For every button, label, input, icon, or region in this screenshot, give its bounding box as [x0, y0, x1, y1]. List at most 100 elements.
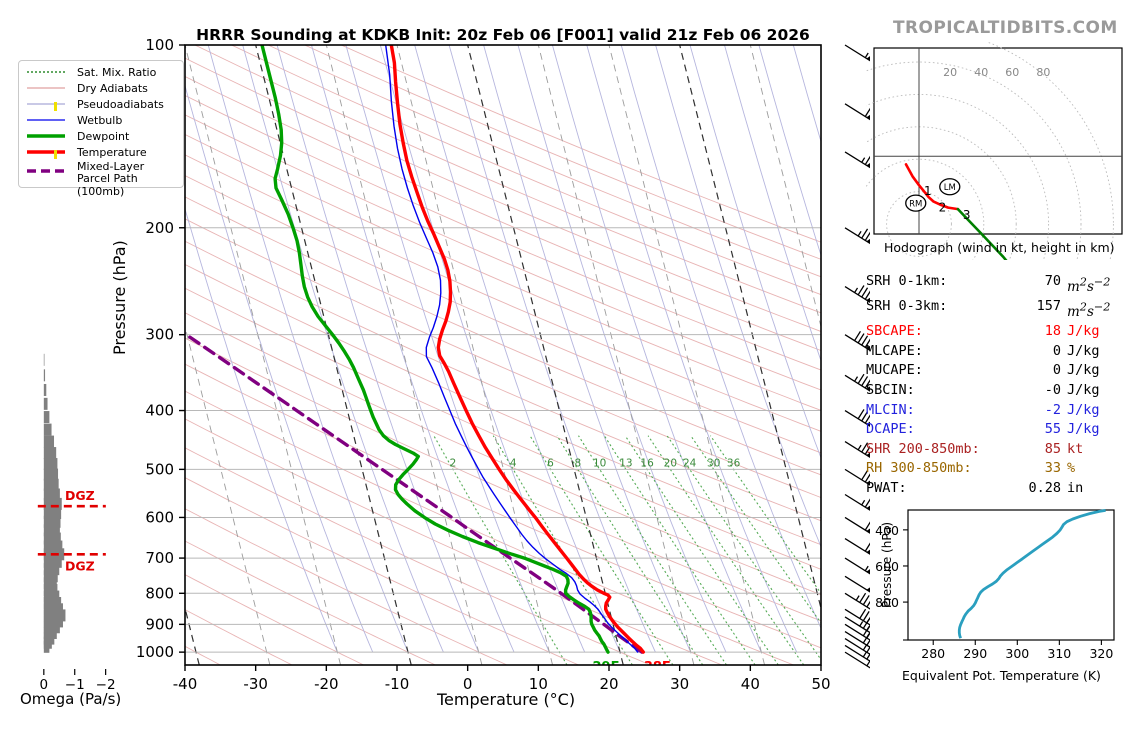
svg-text:6: 6 — [547, 457, 554, 469]
omega-panel: DGZ DGZ 0 −1 −2 — [37, 353, 116, 693]
svg-text:24: 24 — [683, 457, 697, 469]
param-unit: J/kg — [1066, 342, 1100, 359]
svg-text:40: 40 — [974, 66, 988, 79]
skewt-y-axis-label: Pressure (hPa) — [110, 240, 129, 355]
svg-text:0: 0 — [40, 677, 49, 693]
svg-text:29F: 29F — [593, 660, 620, 675]
param-row: SBCAPE: 18 J/kg — [866, 322, 1128, 342]
chart-title: HRRR Sounding at KDKB Init: 20z Feb 06 [… — [196, 26, 810, 44]
param-value: 70 — [1044, 273, 1061, 289]
param-value: 0.28 — [1028, 479, 1061, 496]
legend-label-satmixratio: Sat. Mix. Ratio — [77, 66, 157, 79]
svg-text:60: 60 — [1005, 66, 1019, 79]
param-key: MLCIN: — [866, 401, 915, 418]
svg-text:40: 40 — [741, 675, 760, 693]
hodograph-caption: Hodograph (wind in kt, height in km) — [884, 240, 1115, 255]
param-value: 0 — [1052, 342, 1061, 359]
legend: Sat. Mix. Ratio Dry Adiabats Pseudoadiab… — [18, 60, 184, 198]
svg-text:36: 36 — [727, 457, 741, 469]
svg-text:500: 500 — [145, 460, 174, 478]
legend-label-dryadiabats: Dry Adiabats — [77, 82, 148, 95]
svg-text:900: 900 — [145, 615, 174, 633]
svg-text:50: 50 — [811, 675, 830, 693]
thetae-x-axis-label: Equivalent Pot. Temperature (K) — [902, 668, 1101, 683]
param-value: 33 — [1044, 460, 1061, 477]
param-unit: m2s−2 — [1066, 300, 1111, 320]
param-row: DCAPE: 55 J/kg — [866, 420, 1128, 440]
param-key: SBCIN: — [866, 381, 915, 398]
param-unit: m2s−2 — [1066, 275, 1111, 295]
svg-text:2: 2 — [939, 201, 947, 215]
skewt-x-axis-label: Temperature (°C) — [437, 690, 576, 709]
svg-text:100: 100 — [145, 36, 174, 54]
param-row: SRH 0-3km: 157 m2s−2 — [866, 297, 1128, 322]
param-unit: J/kg — [1066, 401, 1100, 418]
svg-text:310: 310 — [1047, 646, 1071, 661]
param-key: SRH 0-1km: — [866, 273, 948, 289]
svg-text:−2: −2 — [96, 677, 116, 693]
param-key: SBCAPE: — [866, 323, 923, 340]
svg-text:1000: 1000 — [136, 643, 174, 661]
param-value: 157 — [1036, 298, 1061, 315]
svg-text:0: 0 — [463, 675, 473, 693]
param-value: -2 — [1044, 401, 1061, 418]
svg-text:80: 80 — [1036, 66, 1050, 79]
svg-text:10: 10 — [593, 457, 606, 469]
svg-text:280: 280 — [921, 646, 945, 661]
param-value: -0 — [1044, 381, 1061, 398]
svg-text:-40: -40 — [173, 675, 198, 693]
svg-text:400: 400 — [875, 523, 899, 538]
svg-text:400: 400 — [145, 402, 174, 420]
svg-text:20: 20 — [943, 66, 957, 79]
svg-text:LM: LM — [944, 183, 956, 193]
param-row: MLCAPE: 0 J/kg — [866, 342, 1128, 362]
param-unit: J/kg — [1066, 421, 1100, 438]
param-unit: % — [1066, 460, 1076, 477]
param-key: RH 300-850mb: — [866, 460, 972, 477]
legend-label-pseudoadiabats: Pseudoadiabats — [77, 98, 164, 111]
svg-text:30: 30 — [707, 457, 720, 469]
svg-text:−1: −1 — [65, 677, 85, 693]
param-value: 85 — [1044, 440, 1061, 457]
svg-text:290: 290 — [963, 646, 987, 661]
svg-text:DGZ: DGZ — [65, 558, 95, 573]
svg-text:200: 200 — [145, 219, 174, 237]
param-unit: J/kg — [1066, 323, 1100, 340]
param-value: 0 — [1052, 362, 1061, 379]
legend-label-wetbulb: Wetbulb — [77, 114, 123, 127]
legend-label-dewpoint: Dewpoint — [77, 130, 130, 143]
sounding-parameters-table: SRH 0-1km: 70 m2s−2 SRH 0-3km: 157 m2s−2 SBCAP… — [866, 272, 1128, 499]
svg-text:38F: 38F — [644, 660, 671, 675]
param-unit: in — [1066, 479, 1084, 496]
svg-text:700: 700 — [145, 549, 174, 567]
param-key: DCAPE: — [866, 421, 915, 438]
omega-axis-label: Omega (Pa/s) — [20, 690, 122, 708]
param-row: RH 300-850mb: 33% — [866, 459, 1128, 479]
svg-text:300: 300 — [145, 326, 174, 344]
param-key: MLCAPE: — [866, 342, 923, 359]
param-key: SRH 0-3km: — [866, 298, 948, 315]
svg-text:16: 16 — [640, 457, 654, 469]
svg-text:10: 10 — [529, 675, 548, 693]
svg-text:600: 600 — [875, 559, 899, 574]
svg-text:8: 8 — [575, 457, 582, 469]
svg-text:-10: -10 — [385, 675, 410, 693]
svg-text:3: 3 — [963, 208, 971, 222]
param-key: MUCAPE: — [866, 362, 923, 379]
svg-text:600: 600 — [145, 508, 174, 526]
svg-text:-30: -30 — [243, 675, 268, 693]
svg-text:DGZ: DGZ — [65, 488, 95, 503]
svg-text:800: 800 — [875, 595, 899, 610]
param-value: 55 — [1044, 421, 1061, 438]
param-key: PWAT: — [866, 479, 907, 496]
thetae-y-axis-label: Pressure (hPa) — [880, 521, 894, 608]
svg-text:-20: -20 — [314, 675, 339, 693]
param-value: 18 — [1044, 323, 1061, 340]
legend-label-parcel-line1: Mixed-Layer — [77, 160, 145, 173]
param-row: MUCAPE: 0 J/kg — [866, 361, 1128, 381]
param-row: MLCIN: -2 J/kg — [866, 401, 1128, 421]
param-row: SBCIN: -0 J/kg — [866, 381, 1128, 401]
svg-text:13: 13 — [619, 457, 632, 469]
param-row: SRH 0-1km: 70 m2s−2 — [866, 272, 1128, 297]
